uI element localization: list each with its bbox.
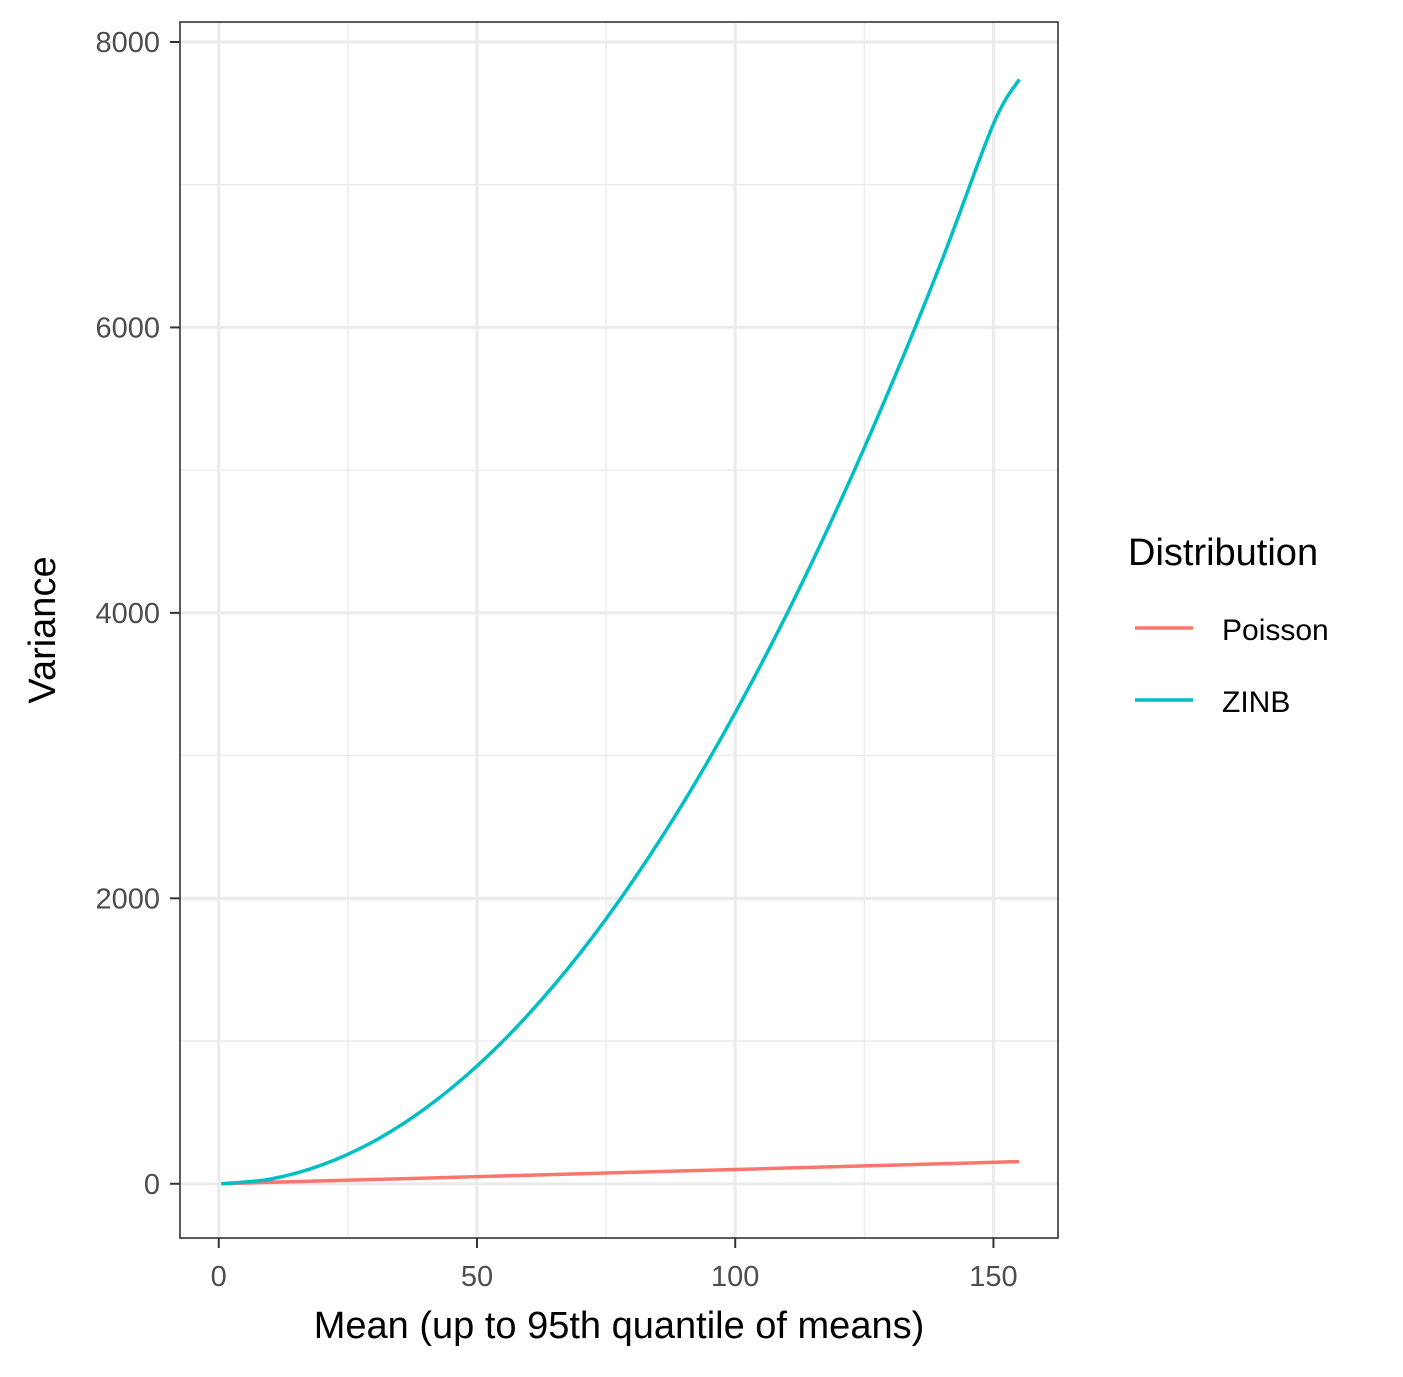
y-tick-label: 0	[144, 1169, 160, 1201]
x-tick-label: 100	[711, 1261, 759, 1293]
legend-title: Distribution	[1128, 532, 1318, 574]
x-tick-label: 150	[969, 1261, 1017, 1293]
legend: Distribution Poisson ZINB	[1128, 532, 1329, 719]
panel-background	[180, 22, 1058, 1238]
legend-label-zinb: ZINB	[1222, 686, 1290, 719]
x-tick-label: 50	[461, 1261, 493, 1293]
y-axis-title: Variance	[22, 556, 64, 703]
panel-border	[179, 21, 1059, 1239]
minor-gridlines	[180, 22, 1058, 1238]
legend-item-zinb: ZINB	[1135, 686, 1290, 719]
series-line-zinb	[221, 78, 1021, 1186]
y-tick-label: 8000	[95, 27, 160, 59]
x-axis-title: Mean (up to 95th quantile of means)	[314, 1305, 925, 1347]
legend-label-poisson: Poisson	[1222, 614, 1329, 647]
legend-item-poisson: Poisson	[1135, 614, 1329, 647]
x-tick-label: 0	[211, 1261, 227, 1293]
y-tick-label: 2000	[95, 883, 160, 915]
series-line-poisson	[221, 1159, 1020, 1186]
y-tick-label: 6000	[95, 312, 160, 344]
y-tick-label: 4000	[95, 598, 160, 630]
x-axis-ticks: 0 50 100 150	[211, 1238, 1018, 1293]
y-axis-ticks: 0 2000 4000 6000 8000	[95, 27, 180, 1201]
series-lines	[221, 78, 1021, 1186]
